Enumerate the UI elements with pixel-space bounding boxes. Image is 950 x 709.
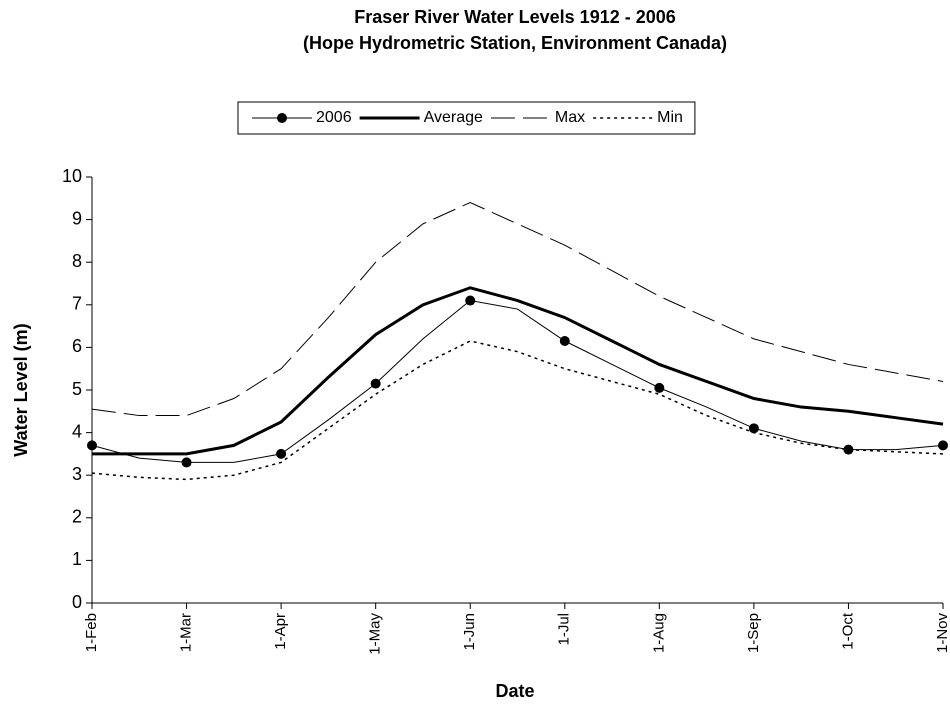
legend-label: Average bbox=[424, 109, 483, 126]
y-tick-label: 2 bbox=[72, 507, 82, 527]
x-tick-label: 1-May bbox=[367, 613, 384, 655]
data-point bbox=[938, 440, 948, 451]
x-tick-label: 1-Sep bbox=[745, 613, 762, 653]
data-point bbox=[370, 378, 381, 389]
x-tick-label: 1-Aug bbox=[650, 613, 667, 653]
y-tick-label: 5 bbox=[72, 379, 82, 399]
x-tick-label: 1-Jul bbox=[556, 613, 573, 646]
x-tick-label: 1-Oct bbox=[839, 612, 856, 650]
data-point bbox=[748, 423, 759, 434]
data-point bbox=[276, 448, 287, 459]
x-tick-label: 1-Feb bbox=[83, 613, 100, 652]
y-tick-label: 4 bbox=[72, 421, 82, 441]
legend-label: Min bbox=[657, 109, 683, 126]
legend-box bbox=[237, 101, 696, 135]
legend-marker bbox=[277, 113, 287, 123]
series-line bbox=[91, 340, 944, 481]
legend-label: 2006 bbox=[316, 109, 352, 126]
y-axis-title: Water Level (m) bbox=[11, 323, 31, 456]
data-point bbox=[559, 336, 570, 347]
series-line bbox=[91, 202, 944, 417]
x-tick-label: 1-Apr bbox=[272, 613, 289, 650]
x-tick-label: 1-Jun bbox=[461, 613, 478, 651]
data-point bbox=[87, 440, 97, 451]
x-tick-label: 1-Nov bbox=[934, 613, 950, 654]
y-tick-label: 1 bbox=[72, 549, 82, 569]
data-point bbox=[654, 382, 665, 393]
legend: 2006 Average Max Min bbox=[237, 101, 696, 135]
y-tick-label: 7 bbox=[72, 294, 82, 314]
series-line bbox=[92, 286, 944, 456]
data-point bbox=[843, 444, 854, 455]
data-point bbox=[465, 295, 476, 306]
chart-subtitle: (Hope Hydrometric Station, Environment C… bbox=[303, 33, 727, 53]
x-tick-label: 1-Mar bbox=[178, 613, 195, 652]
y-tick-label: 10 bbox=[62, 166, 82, 186]
y-tick-label: 3 bbox=[72, 464, 82, 484]
y-tick-label: 8 bbox=[72, 251, 82, 271]
x-axis-title: Date bbox=[495, 681, 534, 701]
chart-title: Fraser River Water Levels 1912 - 2006 bbox=[354, 7, 676, 27]
y-tick-label: 0 bbox=[72, 592, 82, 612]
y-tick-label: 9 bbox=[72, 208, 82, 228]
y-tick-label: 6 bbox=[72, 336, 82, 356]
data-point bbox=[181, 457, 192, 468]
legend-label: Max bbox=[555, 109, 585, 126]
series-line bbox=[91, 300, 944, 463]
